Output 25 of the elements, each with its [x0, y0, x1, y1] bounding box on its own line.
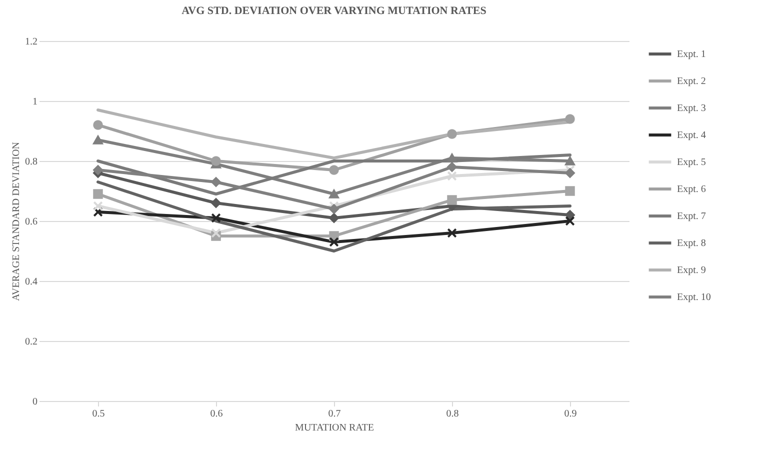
y-tick-label: 1 [32, 96, 38, 108]
y-tick-label: 1.2 [25, 36, 38, 48]
y-tick-label: 0.4 [25, 276, 38, 288]
chart-title: AVG STD. DEVIATION OVER VARYING MUTATION RATES [182, 5, 486, 17]
x-tick-label: 0.5 [92, 408, 105, 420]
legend-label: Expt. 2 [677, 76, 706, 87]
legend-label: Expt. 5 [677, 157, 706, 168]
y-tick-label: 0 [32, 396, 38, 408]
x-tick-label: 0.6 [210, 408, 223, 420]
legend-label: Expt. 10 [677, 292, 711, 303]
y-tick-label: 0.8 [25, 156, 38, 168]
legend-label: Expt. 8 [677, 238, 706, 249]
legend-label: Expt. 9 [677, 265, 706, 276]
legend-label: Expt. 3 [677, 103, 706, 114]
legend-label: Expt. 4 [677, 130, 706, 141]
x-tick-label: 0.8 [446, 408, 459, 420]
y-tick-label: 0.2 [25, 336, 38, 348]
legend-label: Expt. 6 [677, 184, 706, 195]
legend-label: Expt. 1 [677, 49, 706, 60]
x-tick-label: 0.7 [328, 408, 341, 420]
x-tick-label: 0.9 [564, 408, 577, 420]
legend-label: Expt. 7 [677, 211, 706, 222]
x-axis-title: MUTATION RATE [295, 422, 374, 434]
y-axis-title: AVERAGE STANDARD DEVIATION [11, 142, 22, 302]
y-tick-label: 0.6 [25, 216, 38, 228]
